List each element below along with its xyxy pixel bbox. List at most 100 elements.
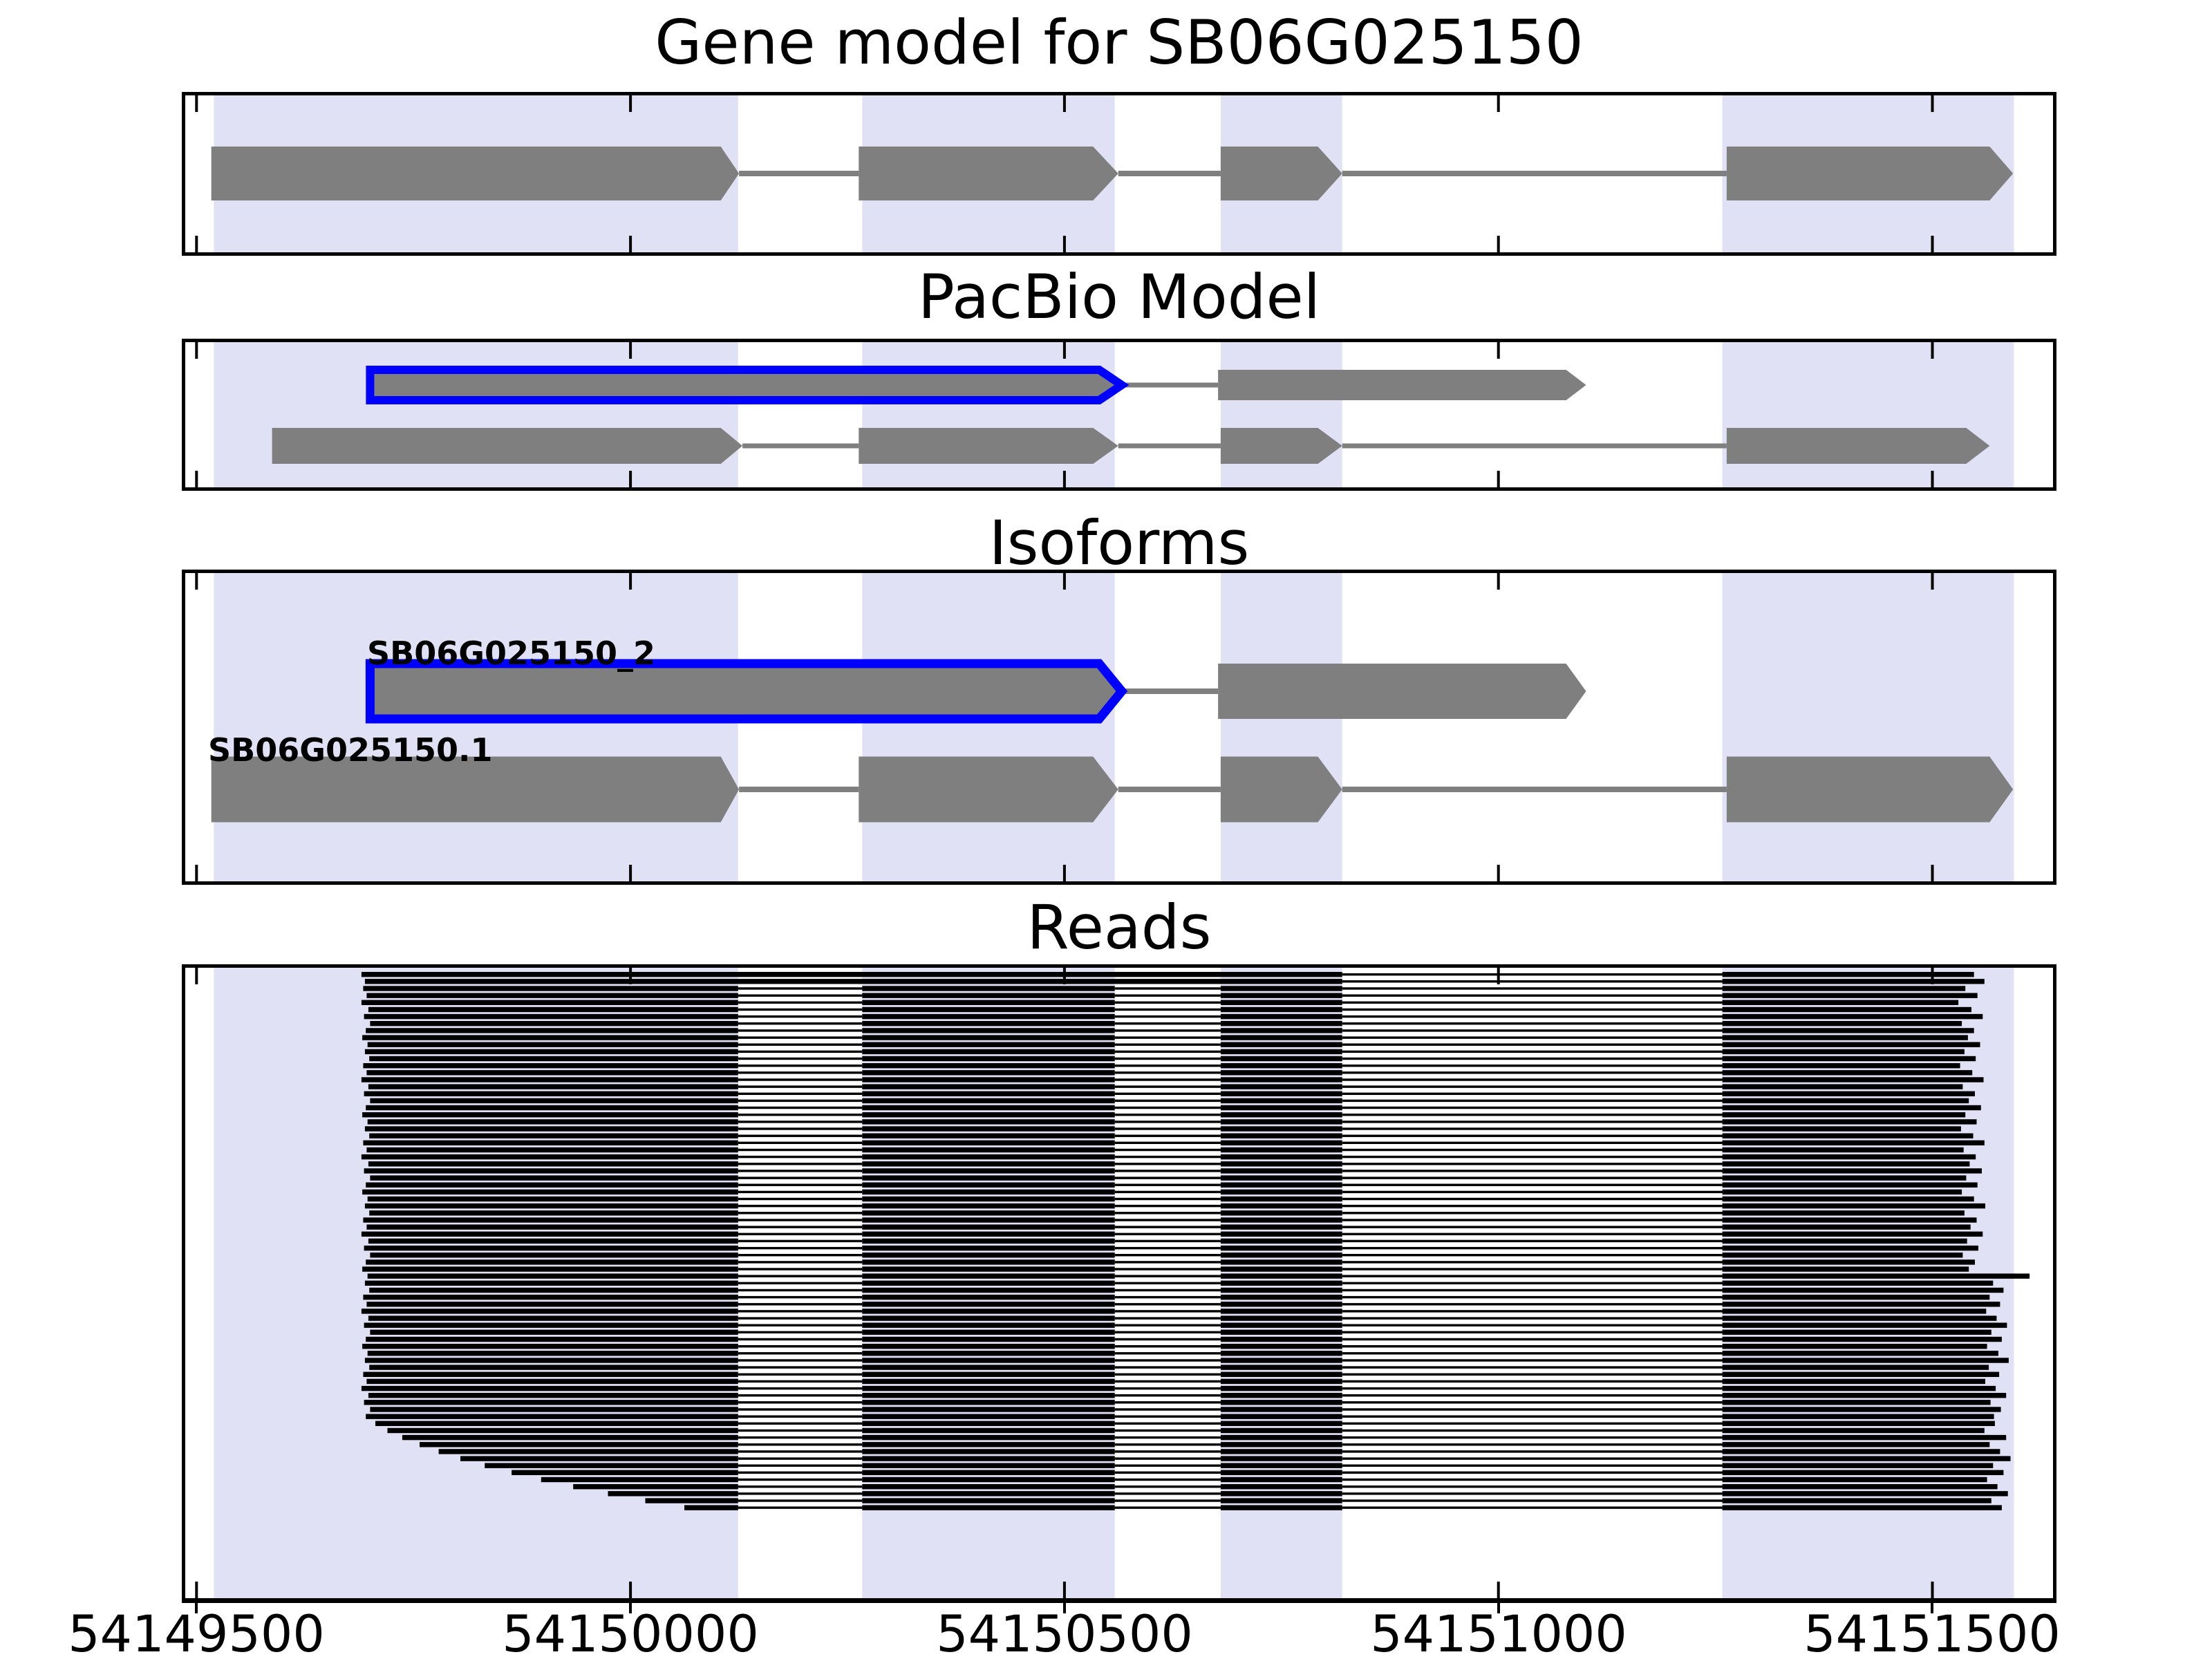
axis-tick-mark bbox=[1062, 865, 1066, 881]
read-intron-segment bbox=[1342, 1338, 1723, 1341]
read-intron-segment bbox=[1342, 1450, 1723, 1453]
read-intron-segment bbox=[1114, 1295, 1221, 1299]
read-exon-segment bbox=[1722, 1287, 2004, 1293]
read-intron-segment bbox=[1342, 1268, 1723, 1271]
read-intron-segment bbox=[1114, 1415, 1221, 1418]
read-intron-segment bbox=[1114, 1499, 1221, 1502]
read-exon-segment bbox=[369, 1365, 738, 1370]
axis-tick-mark bbox=[1931, 471, 1934, 487]
exon-arrow bbox=[211, 756, 740, 823]
read-intron-segment bbox=[1342, 1155, 1723, 1159]
read-intron-segment bbox=[738, 1268, 863, 1271]
read-exon-segment bbox=[862, 1021, 1115, 1027]
read-intron-segment bbox=[1342, 1015, 1723, 1018]
read-exon-segment bbox=[1722, 1224, 1971, 1230]
read-exon-segment bbox=[862, 1000, 1115, 1005]
read-exon-segment bbox=[862, 1112, 1115, 1118]
read-intron-segment bbox=[1114, 1022, 1221, 1025]
read-intron-segment bbox=[738, 1295, 863, 1299]
read-exon-segment bbox=[862, 1098, 1115, 1104]
exon-arrow bbox=[1726, 428, 1990, 464]
read-exon-segment bbox=[366, 1414, 738, 1419]
read-exon-segment bbox=[1220, 1168, 1342, 1174]
read-exon-segment bbox=[862, 1224, 1115, 1230]
read-exon-segment bbox=[375, 1421, 738, 1426]
read-exon-segment bbox=[1220, 1421, 1342, 1426]
read-intron-segment bbox=[1114, 1429, 1221, 1432]
read-exon-segment bbox=[1220, 1371, 1342, 1377]
track-canvas bbox=[195, 968, 2030, 1598]
read-exon-segment bbox=[361, 972, 1342, 977]
read-exon-segment bbox=[862, 1182, 1115, 1188]
read-intron-segment bbox=[738, 1127, 863, 1130]
read-intron-segment bbox=[1114, 1127, 1221, 1130]
read-exon-segment bbox=[1722, 993, 1978, 998]
read-exon-segment bbox=[862, 1280, 1115, 1286]
read-exon-segment bbox=[370, 1329, 738, 1335]
read-intron-segment bbox=[1114, 1204, 1221, 1208]
read-exon-segment bbox=[361, 1309, 738, 1314]
read-exon-segment bbox=[1220, 1266, 1342, 1272]
read-intron-segment bbox=[738, 1177, 863, 1179]
read-intron-segment bbox=[1342, 1288, 1723, 1292]
read-exon-segment bbox=[862, 1168, 1115, 1174]
read-intron-segment bbox=[1342, 1394, 1723, 1397]
exon-arrow bbox=[859, 756, 1118, 823]
read-exon-segment bbox=[1722, 1434, 2007, 1441]
read-exon-segment bbox=[1220, 1477, 1342, 1483]
axis-tick-mark bbox=[1931, 865, 1934, 881]
read-intron-segment bbox=[738, 1114, 863, 1116]
axis-tick-mark bbox=[1062, 342, 1066, 359]
read-intron-segment bbox=[1114, 1288, 1221, 1292]
read-exon-segment bbox=[1220, 1365, 1342, 1370]
read-exon-segment bbox=[1220, 1329, 1342, 1335]
read-exon-segment bbox=[361, 1000, 738, 1005]
read-intron-segment bbox=[738, 1071, 863, 1074]
isoforms-panel bbox=[182, 570, 2056, 885]
read-intron-segment bbox=[738, 1065, 863, 1067]
read-intron-segment bbox=[1114, 1239, 1221, 1243]
read-intron-segment bbox=[1114, 1106, 1221, 1109]
read-exon-segment bbox=[862, 1344, 1115, 1349]
x-axis-outward-tick bbox=[629, 1603, 632, 1613]
read-intron-segment bbox=[1114, 1310, 1221, 1313]
read-exon-segment bbox=[1220, 1182, 1342, 1188]
read-exon-segment bbox=[862, 1070, 1115, 1076]
read-exon-segment bbox=[1220, 1470, 1342, 1475]
read-exon-segment bbox=[1722, 1133, 1974, 1138]
read-exon-segment bbox=[367, 1273, 738, 1279]
read-intron-segment bbox=[1342, 1057, 1723, 1060]
read-exon-segment bbox=[370, 1407, 738, 1412]
read-intron-segment bbox=[1342, 1429, 1723, 1432]
read-intron-segment bbox=[738, 1148, 863, 1152]
read-exon-segment bbox=[364, 1049, 738, 1055]
read-exon-segment bbox=[1220, 1427, 1342, 1434]
read-intron-segment bbox=[738, 1261, 863, 1264]
read-exon-segment bbox=[862, 1329, 1115, 1335]
read-exon-segment bbox=[862, 993, 1115, 998]
read-intron-segment bbox=[1342, 1499, 1723, 1502]
read-intron-segment bbox=[1114, 1197, 1221, 1201]
read-intron-segment bbox=[1114, 1057, 1221, 1060]
read-intron-segment bbox=[1114, 1036, 1221, 1039]
read-exon-segment bbox=[1220, 1322, 1342, 1328]
read-exon-segment bbox=[1722, 1463, 1994, 1468]
read-intron-segment bbox=[1342, 1114, 1723, 1116]
read-exon-segment bbox=[1722, 1294, 1990, 1300]
axis-tick-mark bbox=[1931, 236, 1934, 252]
read-exon-segment bbox=[364, 1013, 738, 1020]
axis-tick-mark bbox=[629, 573, 632, 590]
read-intron-segment bbox=[738, 1232, 863, 1235]
read-intron-segment bbox=[1114, 1114, 1221, 1116]
read-intron-segment bbox=[1114, 1324, 1221, 1327]
read-exon-segment bbox=[364, 1280, 738, 1286]
read-intron-segment bbox=[738, 1043, 863, 1046]
read-intron-segment bbox=[738, 1155, 863, 1159]
read-intron-segment bbox=[738, 1078, 863, 1081]
read-exon-segment bbox=[1722, 1231, 1983, 1237]
read-exon-segment bbox=[370, 1021, 738, 1027]
read-intron-segment bbox=[738, 1239, 863, 1243]
read-exon-segment bbox=[1220, 1133, 1342, 1138]
read-exon-segment bbox=[368, 1006, 738, 1013]
exon-arrow bbox=[211, 147, 740, 200]
